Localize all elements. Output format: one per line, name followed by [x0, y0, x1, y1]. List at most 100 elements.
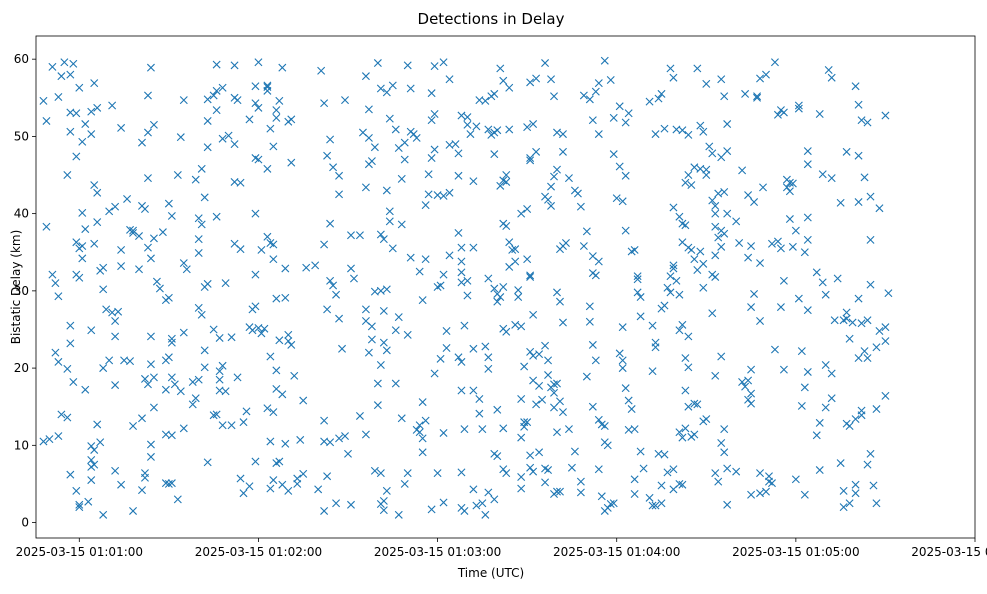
- data-point: [161, 356, 170, 365]
- data-point: [203, 95, 212, 104]
- data-point: [466, 130, 475, 139]
- data-point: [803, 147, 812, 156]
- data-point: [720, 229, 729, 238]
- data-point: [379, 306, 388, 315]
- data-point: [845, 422, 854, 431]
- data-point: [627, 405, 636, 414]
- data-point: [648, 501, 657, 510]
- data-point: [281, 264, 290, 273]
- data-point: [382, 285, 391, 294]
- data-point: [278, 390, 287, 399]
- data-point: [263, 164, 272, 173]
- data-point: [197, 310, 206, 319]
- data-point: [87, 476, 96, 485]
- data-point: [427, 505, 436, 514]
- data-point: [759, 183, 768, 192]
- data-point: [514, 286, 523, 295]
- y-tick-label: 10: [14, 438, 29, 452]
- data-point: [702, 165, 711, 174]
- data-point: [302, 263, 311, 272]
- data-point: [135, 265, 143, 274]
- data-point: [684, 130, 693, 139]
- data-point: [93, 188, 102, 197]
- data-point: [717, 242, 726, 251]
- data-point: [457, 243, 466, 252]
- data-point: [143, 174, 152, 183]
- data-point: [678, 126, 687, 135]
- data-point: [827, 73, 836, 82]
- data-point: [881, 111, 890, 120]
- data-point: [657, 89, 666, 98]
- data-point: [636, 293, 645, 302]
- data-point: [430, 62, 439, 71]
- data-point: [612, 194, 621, 203]
- data-point: [102, 305, 111, 314]
- data-point: [618, 356, 627, 365]
- data-point: [588, 116, 597, 125]
- data-point: [681, 221, 690, 230]
- data-point: [773, 110, 782, 119]
- data-point: [851, 415, 860, 424]
- data-point: [558, 147, 567, 156]
- data-point: [424, 170, 433, 179]
- data-point: [520, 418, 529, 427]
- data-point: [42, 222, 51, 231]
- data-point: [239, 489, 248, 498]
- data-point: [233, 96, 242, 105]
- data-point: [657, 499, 666, 508]
- data-point: [233, 373, 242, 382]
- data-point: [490, 150, 499, 159]
- data-point: [397, 414, 406, 423]
- data-point: [457, 386, 466, 395]
- data-point: [430, 145, 439, 154]
- data-point: [738, 378, 747, 386]
- data-point: [785, 178, 794, 187]
- data-point: [687, 181, 696, 190]
- data-point: [54, 93, 63, 102]
- data-point: [827, 394, 836, 403]
- data-point: [564, 425, 573, 434]
- data-point: [296, 435, 305, 444]
- data-point: [481, 510, 490, 519]
- data-point: [550, 172, 559, 181]
- data-point: [442, 344, 451, 353]
- data-point: [418, 398, 427, 407]
- data-point: [547, 75, 556, 84]
- data-point: [42, 116, 51, 125]
- data-point: [272, 294, 281, 303]
- data-point: [329, 281, 338, 290]
- data-point: [499, 76, 508, 85]
- data-point: [872, 499, 881, 508]
- data-point: [39, 96, 48, 105]
- data-point: [800, 383, 809, 392]
- data-point: [556, 297, 564, 306]
- data-point: [636, 447, 645, 456]
- data-point: [400, 479, 409, 488]
- data-point: [251, 457, 260, 466]
- data-point: [278, 480, 287, 489]
- data-point: [585, 95, 594, 104]
- data-point: [633, 288, 642, 297]
- data-point: [747, 303, 756, 312]
- data-point: [651, 338, 660, 347]
- data-point: [645, 97, 654, 106]
- data-point: [314, 485, 323, 494]
- data-point: [203, 279, 212, 288]
- data-point: [690, 399, 699, 408]
- data-point: [275, 457, 284, 466]
- data-point: [349, 274, 358, 283]
- data-point: [711, 371, 720, 380]
- data-point: [553, 487, 561, 496]
- data-point: [553, 165, 561, 174]
- data-point: [48, 270, 57, 279]
- data-point: [517, 472, 526, 481]
- data-point: [111, 381, 120, 390]
- data-point: [588, 402, 597, 411]
- data-point: [567, 463, 576, 472]
- data-point: [200, 346, 209, 355]
- data-point: [660, 301, 669, 310]
- data-point: [105, 207, 114, 216]
- data-point: [651, 501, 660, 510]
- data-point: [863, 316, 872, 325]
- data-point: [666, 272, 675, 281]
